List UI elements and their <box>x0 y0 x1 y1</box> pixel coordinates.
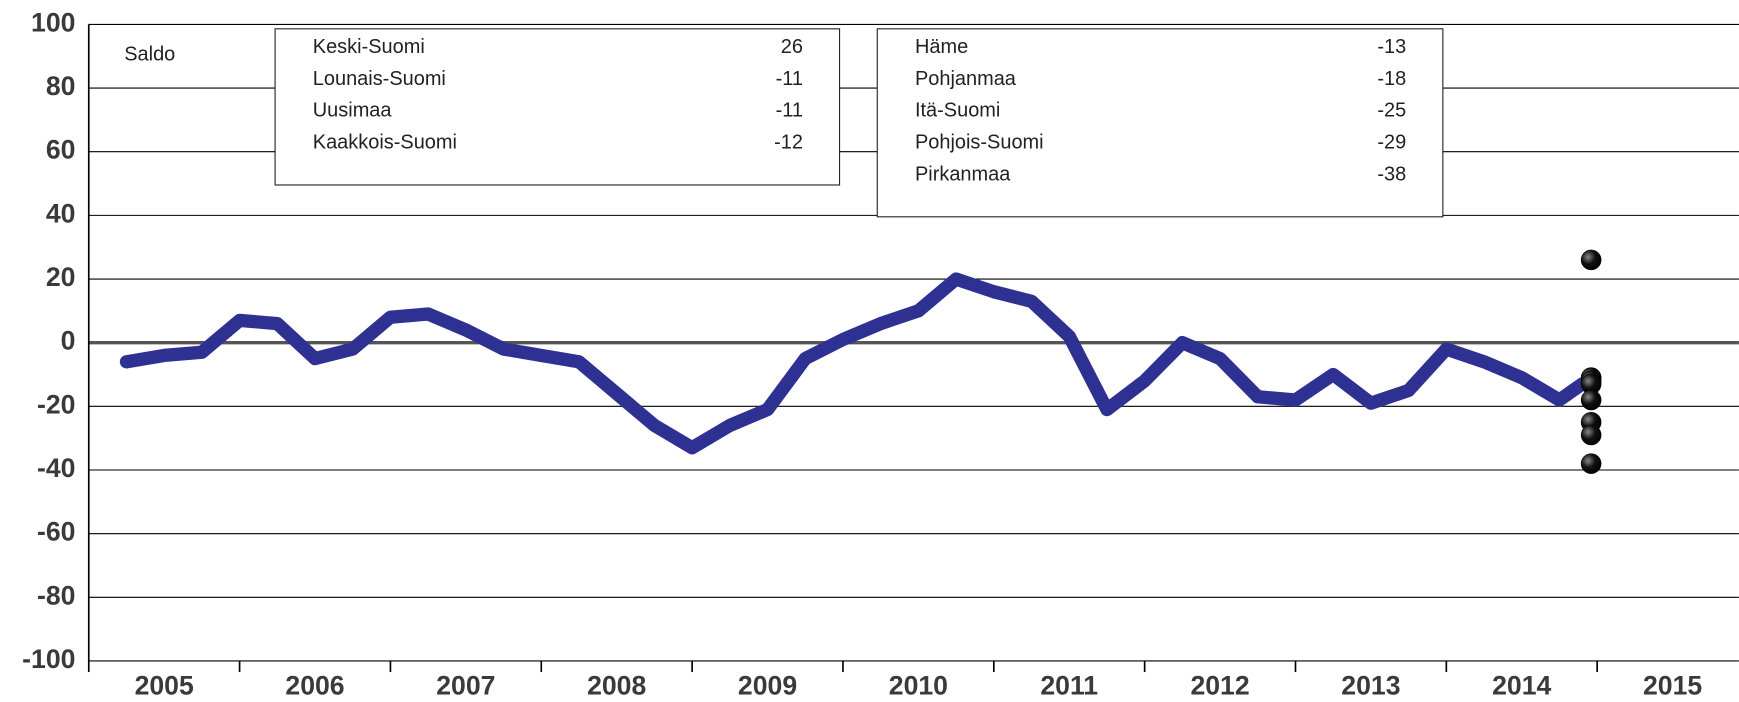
legend-value: 26 <box>781 36 803 58</box>
y-tick-label: 80 <box>46 71 76 101</box>
x-tick-label: 2009 <box>738 671 797 701</box>
legend-value: -25 <box>1377 100 1406 122</box>
legend-value: -12 <box>774 131 803 153</box>
x-tick-label: 2006 <box>285 671 344 701</box>
legend-value: -38 <box>1377 163 1406 185</box>
legend-box <box>876 28 1444 218</box>
y-tick-label: -100 <box>22 644 75 674</box>
x-tick-label: 2012 <box>1190 671 1249 701</box>
legend-value: -18 <box>1377 68 1406 90</box>
legend-name: Uusimaa <box>313 100 393 122</box>
legend-value: -11 <box>776 68 803 90</box>
y-tick-label: -40 <box>37 453 75 483</box>
legend-name: Pohjois-Suomi <box>915 131 1044 153</box>
x-tick-label: 2014 <box>1492 671 1551 701</box>
legend-name: Keski-Suomi <box>313 36 425 58</box>
legend-box <box>274 28 841 186</box>
region-marker <box>1580 389 1602 411</box>
y-tick-label: -60 <box>37 517 75 547</box>
y-tick-label: 100 <box>31 7 75 37</box>
y-tick-label: -80 <box>37 580 75 610</box>
data-line <box>119 272 1589 455</box>
series-label: Saldo <box>124 44 175 66</box>
legend-name: Lounais-Suomi <box>313 68 446 90</box>
legend-value: -29 <box>1377 131 1406 153</box>
x-tick-label: 2013 <box>1341 671 1400 701</box>
x-tick-label: 2008 <box>587 671 646 701</box>
legend-name: Pirkanmaa <box>915 163 1011 185</box>
y-tick-label: 20 <box>46 262 76 292</box>
legend-value: -11 <box>776 100 803 122</box>
legend-name: Häme <box>915 36 968 58</box>
region-marker <box>1580 249 1602 271</box>
region-marker <box>1580 424 1602 446</box>
x-tick-label: 2010 <box>889 671 948 701</box>
x-tick-label: 2007 <box>436 671 495 701</box>
y-tick-label: -20 <box>37 389 75 419</box>
y-tick-label: 60 <box>46 135 76 165</box>
legend-name: Itä-Suomi <box>915 100 1000 122</box>
x-tick-label: 2005 <box>135 671 194 701</box>
region-marker <box>1580 453 1602 474</box>
legend-name: Kaakkois-Suomi <box>313 131 457 153</box>
x-tick-label: 2011 <box>1040 671 1098 701</box>
legend-value: -13 <box>1377 36 1406 58</box>
x-tick-label: 2015 <box>1643 671 1702 701</box>
y-tick-label: 40 <box>46 198 76 228</box>
y-tick-label: 0 <box>61 326 76 356</box>
legend-name: Pohjanmaa <box>915 68 1017 90</box>
